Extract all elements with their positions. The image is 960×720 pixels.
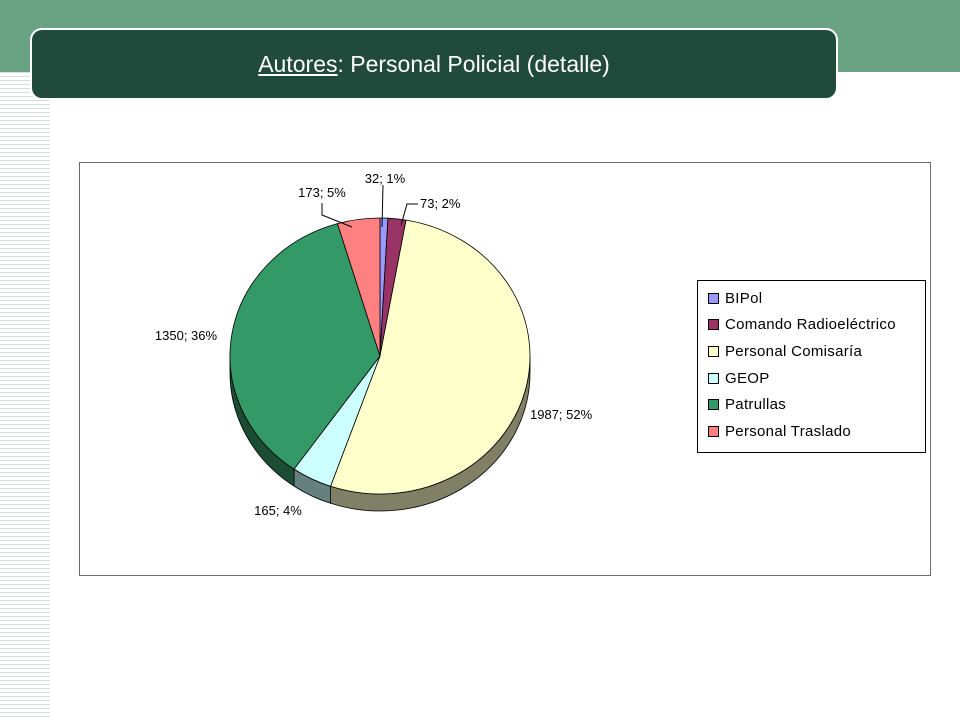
- data-label-0: 32; 1%: [365, 171, 406, 186]
- title-rest: : Personal Policial (detalle): [337, 50, 610, 77]
- legend-swatch: [708, 292, 719, 304]
- pie-slice-personal-traslado: [336, 217, 381, 357]
- legend-label: GEOP: [725, 369, 770, 387]
- legend-label: Comando Radioeléctrico: [725, 316, 896, 334]
- legend-swatch: [708, 399, 719, 411]
- pie-slice-patrullas: [229, 223, 381, 470]
- legend-swatch: [708, 345, 719, 357]
- title-bar: Autores: Personal Policial (detalle): [32, 30, 836, 98]
- chart-area: 32; 1% 73; 2% 1987; 52% 165; 4% 1350; 36% 173…: [79, 162, 931, 576]
- legend-swatch: [708, 372, 719, 384]
- legend-label: BIPol: [725, 289, 763, 307]
- leader-line-1: [400, 203, 418, 226]
- leader-line-5: [321, 203, 353, 228]
- legend-label: Personal Traslado: [725, 422, 852, 440]
- data-label-5: 173; 5%: [298, 185, 346, 200]
- legend-item: Personal Comisaría: [708, 338, 925, 365]
- data-label-3: 165; 4%: [254, 503, 302, 518]
- leader-line-0: [381, 184, 384, 228]
- title-underlined: Autores: [258, 50, 338, 77]
- data-label-1: 73; 2%: [420, 196, 461, 211]
- pie-slice-personal-comisar-a: [330, 219, 531, 495]
- legend-label: Personal Comisaría: [725, 342, 863, 360]
- legend-swatch: [708, 319, 719, 331]
- chart-legend: BIPol Comando Radioeléctrico Personal Comi…: [697, 280, 926, 453]
- legend-item: Patrullas: [708, 391, 925, 418]
- legend-swatch: [708, 425, 719, 437]
- legend-item: Comando Radioeléctrico: [708, 312, 925, 339]
- legend-item: Personal Traslado: [708, 418, 925, 445]
- legend-label: Patrullas: [725, 396, 787, 414]
- data-label-4: 1350; 36%: [155, 328, 218, 343]
- data-label-2: 1987; 52%: [530, 407, 593, 422]
- legend-item: BIPol: [708, 285, 925, 312]
- legend-item: GEOP: [708, 365, 925, 392]
- pie-chart: 32; 1% 73; 2% 1987; 52% 165; 4% 1350; 36% 173…: [155, 171, 593, 518]
- left-stripe-decoration: [0, 72, 50, 720]
